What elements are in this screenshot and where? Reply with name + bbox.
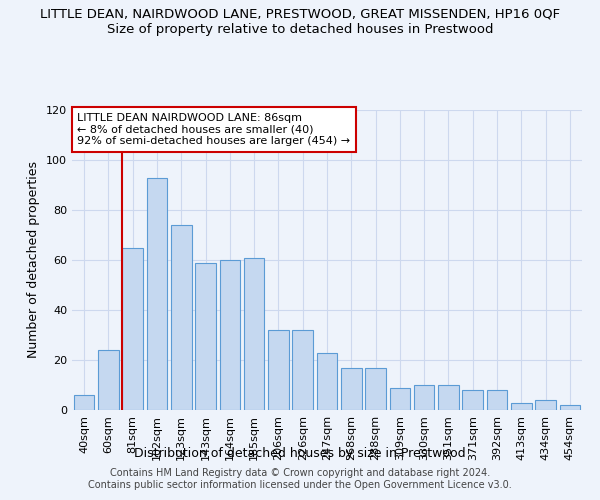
Text: Distribution of detached houses by size in Prestwood: Distribution of detached houses by size … bbox=[134, 448, 466, 460]
Bar bbox=[220, 260, 240, 410]
Text: Contains HM Land Registry data © Crown copyright and database right 2024.
Contai: Contains HM Land Registry data © Crown c… bbox=[88, 468, 512, 490]
Bar bbox=[414, 385, 434, 410]
Bar bbox=[389, 388, 410, 410]
Text: LITTLE DEAN, NAIRDWOOD LANE, PRESTWOOD, GREAT MISSENDEN, HP16 0QF: LITTLE DEAN, NAIRDWOOD LANE, PRESTWOOD, … bbox=[40, 8, 560, 20]
Bar bbox=[195, 262, 216, 410]
Bar bbox=[292, 330, 313, 410]
Text: Size of property relative to detached houses in Prestwood: Size of property relative to detached ho… bbox=[107, 22, 493, 36]
Bar bbox=[171, 225, 191, 410]
Bar bbox=[365, 368, 386, 410]
Bar bbox=[122, 248, 143, 410]
Bar bbox=[487, 390, 508, 410]
Text: LITTLE DEAN NAIRDWOOD LANE: 86sqm
← 8% of detached houses are smaller (40)
92% o: LITTLE DEAN NAIRDWOOD LANE: 86sqm ← 8% o… bbox=[77, 113, 350, 146]
Bar bbox=[268, 330, 289, 410]
Bar bbox=[535, 400, 556, 410]
Y-axis label: Number of detached properties: Number of detached properties bbox=[28, 162, 40, 358]
Bar bbox=[341, 368, 362, 410]
Bar bbox=[244, 258, 265, 410]
Bar bbox=[463, 390, 483, 410]
Bar bbox=[146, 178, 167, 410]
Bar bbox=[317, 352, 337, 410]
Bar bbox=[74, 395, 94, 410]
Bar bbox=[511, 402, 532, 410]
Bar bbox=[560, 405, 580, 410]
Bar bbox=[438, 385, 459, 410]
Bar bbox=[98, 350, 119, 410]
